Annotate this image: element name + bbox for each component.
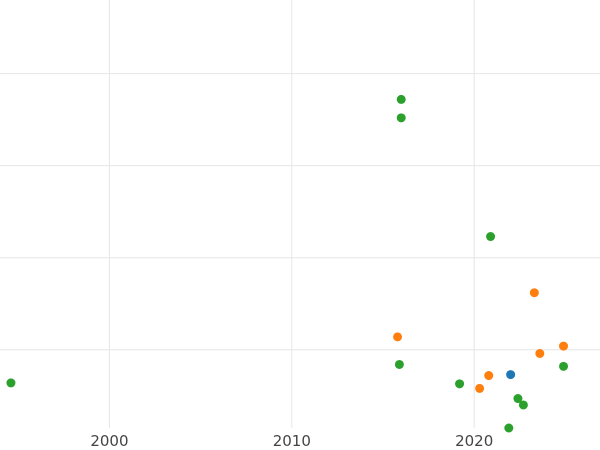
data-point — [535, 348, 545, 358]
data-point — [393, 332, 403, 342]
data-point — [396, 94, 406, 104]
data-point — [486, 232, 496, 242]
data-point — [506, 370, 516, 380]
x-axis-tick-labels: 2000 2010 2020 — [90, 432, 493, 450]
data-point — [455, 379, 465, 389]
data-point — [475, 383, 485, 393]
data-point — [518, 400, 528, 410]
x-tick-label: 2010 — [273, 432, 311, 450]
x-tick-label: 2000 — [90, 432, 128, 450]
data-point — [513, 394, 523, 404]
data-points — [6, 94, 569, 433]
data-point — [529, 288, 539, 298]
data-point — [559, 361, 569, 371]
data-point — [559, 341, 569, 351]
data-point — [6, 378, 16, 388]
x-tick-label: 2020 — [455, 432, 493, 450]
data-point — [504, 423, 514, 433]
data-point — [394, 359, 404, 369]
data-point — [396, 113, 406, 123]
data-point — [484, 371, 494, 381]
grid — [0, 0, 600, 428]
